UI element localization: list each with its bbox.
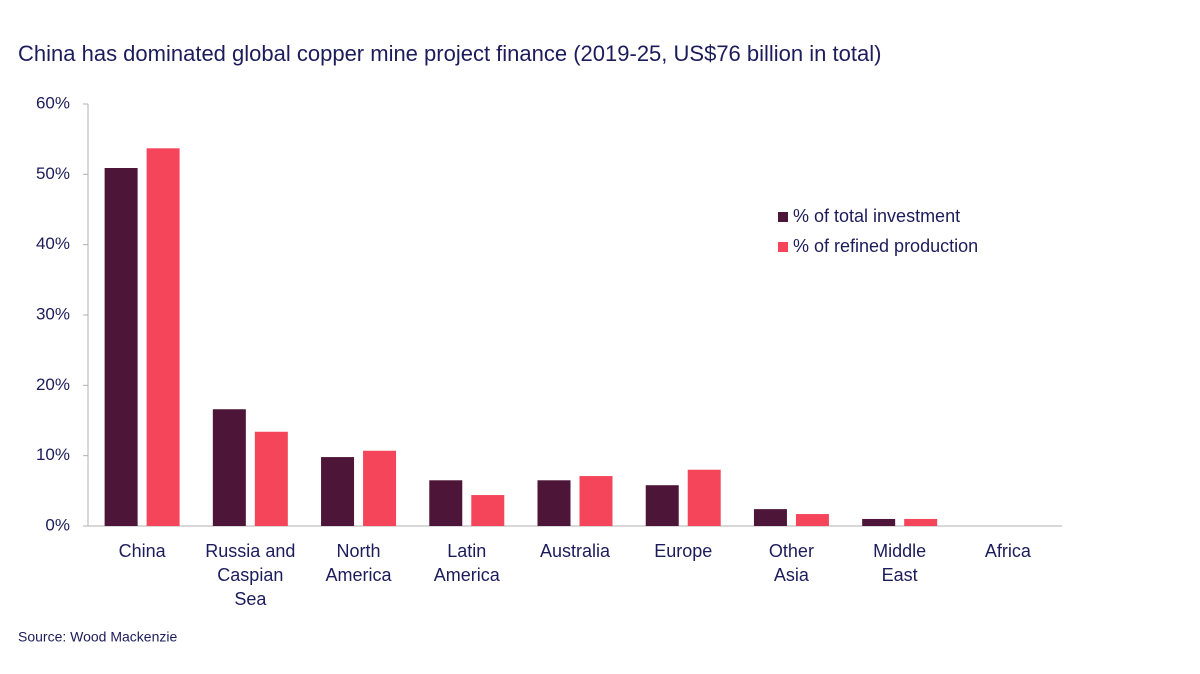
bar [862, 518, 896, 526]
x-tick-label: Middle East [873, 541, 927, 585]
y-tick-label: 50% [36, 164, 70, 183]
bar [579, 476, 613, 526]
bar [537, 480, 571, 526]
x-tick-label: North America [325, 541, 392, 585]
y-tick-label: 20% [36, 375, 70, 394]
legend-label: % of refined production [793, 236, 978, 256]
y-tick-label: 40% [36, 234, 70, 253]
bar [146, 148, 180, 526]
bar [429, 480, 463, 526]
legend-label: % of total investment [793, 206, 960, 226]
legend-swatch [778, 242, 788, 252]
bar [471, 495, 505, 526]
x-tick-label: Latin America [433, 541, 500, 585]
chart-title: China has dominated global copper mine p… [18, 41, 881, 66]
y-tick-label: 30% [36, 304, 70, 323]
bar [687, 469, 721, 526]
x-tick-label: Other Asia [768, 541, 814, 585]
y-tick-label: 10% [36, 445, 70, 464]
source-note: Source: Wood Mackenzie [18, 629, 177, 645]
bar [321, 457, 355, 526]
bar [795, 514, 829, 526]
bar [645, 485, 679, 526]
y-tick-label: 0% [45, 515, 70, 534]
legend-swatch [778, 212, 788, 222]
bar [904, 518, 938, 526]
bar [753, 509, 787, 526]
x-tick-label: Russia and Caspian Sea [205, 541, 296, 609]
y-tick-label: 60% [36, 93, 70, 112]
x-tick-label: Europe [654, 541, 713, 561]
x-tick-label: Africa [984, 541, 1031, 561]
bar [104, 168, 138, 526]
bar [363, 450, 397, 526]
x-tick-label: China [118, 541, 166, 561]
x-tick-label: Australia [539, 541, 611, 561]
bar [212, 409, 246, 526]
bar [254, 431, 288, 526]
